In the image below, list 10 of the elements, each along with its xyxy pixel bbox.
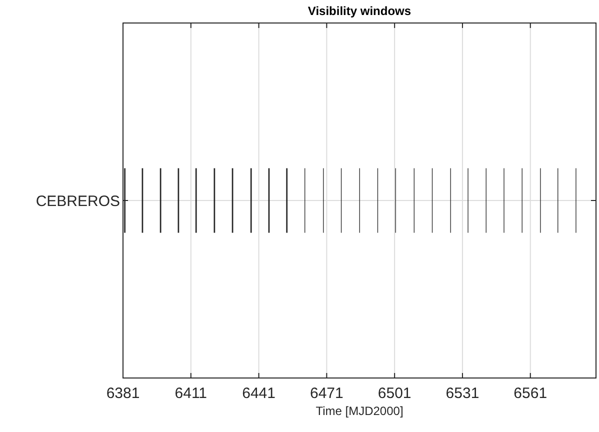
x-tick-label: 6531	[446, 385, 480, 402]
x-tick-label: 6381	[106, 385, 140, 402]
y-tick-label: CEBREROS	[36, 192, 120, 210]
x-tick-label: 6501	[378, 385, 412, 402]
x-tick-label: 6441	[242, 385, 276, 402]
chart-title: Visibility windows	[308, 4, 412, 18]
x-tick-label: 6561	[514, 385, 548, 402]
x-axis-title: Time [MJD2000]	[316, 404, 404, 418]
x-tick-label: 6411	[174, 385, 208, 402]
x-tick-label: 6471	[310, 385, 344, 402]
